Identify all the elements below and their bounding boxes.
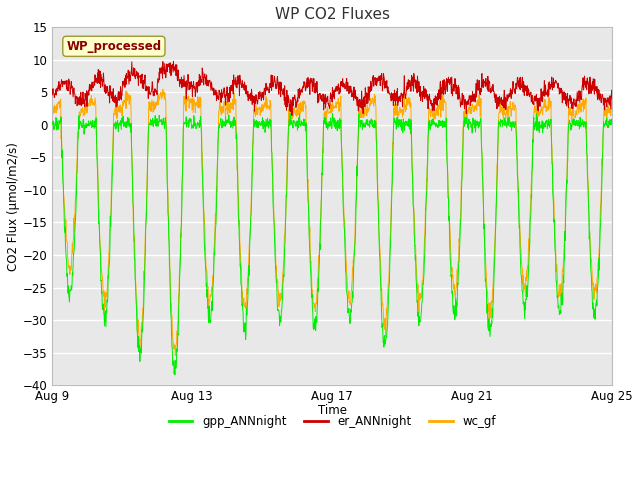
- Text: WP_processed: WP_processed: [67, 40, 161, 53]
- Title: WP CO2 Fluxes: WP CO2 Fluxes: [275, 7, 390, 22]
- X-axis label: Time: Time: [318, 404, 347, 418]
- Legend: gpp_ANNnight, er_ANNnight, wc_gf: gpp_ANNnight, er_ANNnight, wc_gf: [164, 410, 500, 433]
- Y-axis label: CO2 Flux (μmol/m2/s): CO2 Flux (μmol/m2/s): [7, 142, 20, 271]
